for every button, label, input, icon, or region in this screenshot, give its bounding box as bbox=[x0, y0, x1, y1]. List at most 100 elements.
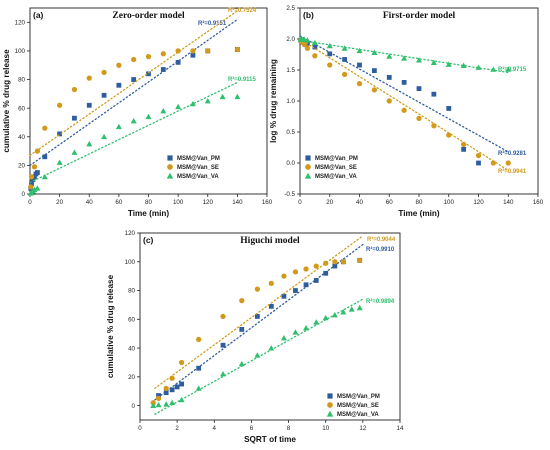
data-point bbox=[31, 164, 38, 170]
r-squared-label: R²=0.9910 bbox=[366, 246, 395, 253]
panel-a-zero-order: 0 20 40 60 80 100 120 140 160 0 20 40 60 80 100 120 Time… bbox=[2, 7, 273, 218]
r-squared-label: R²=0.9941 bbox=[498, 168, 527, 175]
data-point bbox=[371, 49, 378, 56]
data-point bbox=[293, 288, 298, 293]
data-point bbox=[322, 314, 329, 321]
y-tick-label: 2.0 bbox=[286, 36, 295, 43]
data-point bbox=[446, 106, 452, 111]
data-point bbox=[42, 125, 48, 131]
x-tick-label: 80 bbox=[145, 199, 152, 206]
r-squared-label: R²=0.9894 bbox=[366, 298, 395, 305]
data-point bbox=[175, 48, 181, 54]
data-point bbox=[340, 309, 347, 315]
x-tick-label: 140 bbox=[232, 199, 243, 206]
data-point bbox=[313, 278, 319, 283]
data-point bbox=[34, 185, 41, 191]
y-tick-label: 60 bbox=[18, 105, 25, 112]
legend-marker bbox=[327, 402, 333, 408]
y-axis-title: cumulative % drug release bbox=[106, 274, 115, 378]
y-tick-label: 1.0 bbox=[286, 98, 295, 105]
data-point bbox=[101, 92, 107, 98]
legend-label: MSM@Van_VA bbox=[337, 412, 379, 418]
data-point bbox=[57, 131, 63, 137]
x-tick-label: 20 bbox=[56, 199, 63, 206]
r-squared-label: R²=0.7524 bbox=[228, 7, 257, 14]
data-point bbox=[268, 345, 275, 351]
legend-marker bbox=[167, 155, 173, 161]
data-point bbox=[86, 75, 92, 81]
x-tick-label: 2 bbox=[175, 425, 179, 432]
y-tick-label: 20 bbox=[128, 374, 135, 381]
y-tick-label: 60 bbox=[128, 317, 135, 324]
data-point bbox=[416, 57, 422, 63]
data-point bbox=[28, 184, 34, 190]
data-point bbox=[323, 260, 329, 266]
data-point bbox=[268, 280, 274, 286]
data-point bbox=[292, 269, 299, 275]
y-tick-label: 20 bbox=[18, 163, 25, 170]
data-point bbox=[131, 77, 137, 82]
data-point bbox=[401, 107, 407, 113]
data-point bbox=[239, 297, 245, 304]
data-point bbox=[332, 263, 338, 269]
legend-label: MSM@Van_PM bbox=[315, 156, 358, 162]
x-axis-title: Time (min) bbox=[128, 209, 170, 218]
data-point bbox=[145, 54, 152, 60]
x-tick-label: 60 bbox=[115, 199, 122, 206]
y-axis-title: cumulative % drug release bbox=[2, 49, 11, 153]
x-tick-label: 120 bbox=[203, 199, 214, 206]
data-point bbox=[169, 399, 176, 406]
data-point bbox=[178, 359, 185, 366]
fit-line bbox=[29, 81, 239, 184]
x-tick-label: 160 bbox=[533, 199, 544, 206]
data-point bbox=[386, 53, 393, 59]
x-tick-label: 12 bbox=[359, 425, 366, 432]
data-point bbox=[190, 52, 196, 58]
data-point bbox=[311, 39, 318, 46]
data-point bbox=[156, 393, 161, 398]
data-point bbox=[169, 375, 175, 381]
x-tick-label: 100 bbox=[444, 199, 455, 206]
data-point bbox=[163, 390, 169, 396]
data-point bbox=[416, 115, 422, 121]
data-point bbox=[475, 152, 482, 159]
data-point bbox=[281, 273, 287, 279]
data-point bbox=[160, 51, 166, 57]
data-point bbox=[431, 91, 437, 97]
data-point bbox=[220, 313, 226, 320]
fit-line bbox=[299, 39, 509, 74]
data-point bbox=[150, 402, 157, 409]
x-tick-label: 60 bbox=[386, 199, 393, 206]
data-point bbox=[303, 324, 310, 331]
y-tick-label: 0 bbox=[22, 191, 26, 198]
panel-letter: (c) bbox=[143, 235, 154, 245]
data-point bbox=[304, 37, 311, 43]
data-point bbox=[30, 177, 36, 183]
data-point bbox=[190, 48, 196, 54]
data-point bbox=[220, 342, 226, 348]
data-point bbox=[101, 69, 107, 76]
x-tick-label: 0 bbox=[138, 425, 142, 432]
data-point bbox=[332, 259, 338, 265]
legend-marker bbox=[326, 410, 334, 417]
data-point bbox=[254, 286, 261, 292]
legend-label: MSM@Van_SE bbox=[337, 403, 379, 409]
legend-label: MSM@Van_SE bbox=[315, 165, 357, 171]
x-tick-label: 20 bbox=[326, 199, 333, 206]
y-tick-label: 100 bbox=[125, 259, 136, 266]
fit-line bbox=[154, 243, 364, 401]
data-point bbox=[205, 48, 211, 54]
legend-label: MSM@Van_SE bbox=[177, 165, 219, 171]
data-point bbox=[196, 336, 202, 343]
y-tick-label: 100 bbox=[15, 48, 26, 55]
fit-line bbox=[29, 18, 239, 167]
legend-marker bbox=[166, 172, 174, 179]
data-point bbox=[145, 113, 152, 120]
data-point bbox=[42, 154, 48, 160]
data-point bbox=[401, 80, 407, 85]
data-point bbox=[356, 81, 363, 87]
y-tick-label: 40 bbox=[128, 345, 135, 352]
data-point bbox=[189, 100, 196, 107]
fit-line bbox=[299, 35, 509, 153]
data-point bbox=[401, 55, 408, 61]
